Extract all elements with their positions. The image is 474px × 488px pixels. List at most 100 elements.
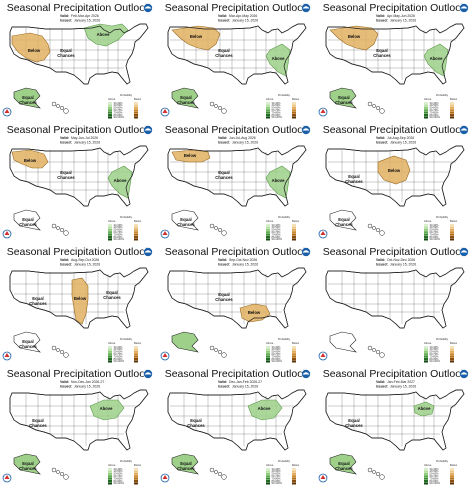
probability-legend: Probability Above Below 33-40%40-50%50-60%6… [108, 337, 141, 363]
svg-text:Below: Below [134, 219, 141, 223]
svg-text:50-60%: 50-60% [430, 472, 440, 476]
noaa-logo-icon [143, 247, 153, 257]
svg-text:50-60%: 50-60% [430, 350, 440, 354]
panel-title: Seasonal Precipitation Outlook [323, 124, 467, 136]
outlook-panel: Seasonal Precipitation Outlook Valid: May-… [0, 122, 157, 243]
equal-chances-label: Chances [29, 423, 47, 428]
state-boundaries [12, 149, 140, 202]
outlook-panel: Seasonal Precipitation Outlook Valid: Mar-… [158, 0, 315, 121]
alaska-outline [329, 87, 357, 109]
valid-period: Valid: Apr-May-Jun 2026 [376, 14, 415, 18]
nws-logo-icon [318, 473, 328, 483]
svg-text:Below: Below [134, 97, 141, 101]
svg-text:Below: Below [134, 463, 141, 467]
nws-logo-icon [160, 107, 170, 117]
hawaii-outline [367, 467, 385, 480]
area-label: Below [348, 34, 361, 39]
svg-text:Above: Above [108, 219, 116, 223]
svg-text:Probability: Probability [278, 215, 291, 219]
issued-date: Issued: January 15, 2026 [218, 19, 258, 23]
svg-text:70-80%: 70-80% [272, 232, 282, 236]
probability-legend: Probability Above Below 33-40%40-50%50-60%6… [424, 93, 457, 119]
outlook-panel: Seasonal Precipitation Outlook Valid: Apr-… [316, 0, 473, 121]
above-normal-area: Above [265, 43, 291, 77]
conus-outline [9, 389, 149, 451]
valid-period: Valid: May-Jun-Jul 2026 [60, 136, 98, 140]
equal-chances-label: Equal [348, 174, 359, 179]
above-normal-area: Above [413, 401, 435, 417]
svg-text:50-60%: 50-60% [114, 228, 124, 232]
equal-chances-label: Chances [335, 222, 353, 227]
equal-chances-label: Equal [338, 217, 349, 222]
svg-text:70-80%: 70-80% [114, 110, 124, 114]
noaa-logo-icon [301, 125, 311, 135]
hawaii-outline [367, 101, 385, 114]
alaska-outline [171, 87, 199, 109]
svg-text:70-80%: 70-80% [430, 232, 440, 236]
outlook-panel: Seasonal Precipitation Outlook Valid: Jul-… [316, 122, 473, 243]
nws-logo-icon [318, 229, 328, 239]
valid-period: Valid: Dec-Jan-Feb 2026-27 [218, 380, 262, 384]
conus-outline [325, 389, 465, 451]
svg-text:33-40%: 33-40% [430, 345, 440, 349]
issued-date: Issued: January 15, 2026 [376, 263, 416, 267]
svg-text:50-60%: 50-60% [430, 228, 440, 232]
svg-text:70-80%: 70-80% [114, 476, 124, 480]
noaa-logo-icon [459, 247, 469, 257]
issued-date: Issued: January 15, 2026 [376, 141, 416, 145]
svg-text:Probability: Probability [278, 93, 291, 97]
issued-date: Issued: January 15, 2026 [218, 263, 258, 267]
above-normal-area: Above [89, 399, 125, 421]
svg-text:Probability: Probability [120, 337, 133, 341]
panel-title: Seasonal Precipitation Outlook [7, 246, 151, 258]
svg-text:90-100%: 90-100% [114, 237, 125, 241]
valid-period: Valid: Mar-Apr-May 2026 [218, 14, 257, 18]
area-label: Below [24, 158, 37, 163]
equal-chances-label: Chances [57, 53, 75, 58]
equal-chances-label: Chances [187, 423, 205, 428]
svg-text:80-90%: 80-90% [114, 235, 124, 239]
equal-chances-label: Equal [22, 217, 33, 222]
nws-logo-icon [2, 107, 12, 117]
svg-text:60-70%: 60-70% [272, 108, 282, 112]
equal-chances-label: Chances [215, 175, 233, 180]
conus-outline [325, 267, 465, 329]
equal-chances-label: Equal [180, 95, 191, 100]
issued-date: Issued: January 15, 2026 [218, 141, 258, 145]
area-label: Below [190, 34, 203, 39]
svg-text:80-90%: 80-90% [430, 479, 440, 483]
hawaii-outline [209, 223, 227, 236]
area-label: Above [272, 178, 285, 183]
svg-text:50-60%: 50-60% [430, 106, 440, 110]
outlook-panel: Seasonal Precipitation Outlook Valid: Dec-… [158, 366, 315, 487]
panel-title: Seasonal Precipitation Outlook [323, 246, 467, 258]
panel-title: Seasonal Precipitation Outlook [165, 124, 309, 136]
valid-period: Valid: Oct-Nov-Dec 2026 [376, 258, 415, 262]
equal-chances-label: Equal [190, 418, 201, 423]
svg-text:80-90%: 80-90% [272, 357, 282, 361]
above-normal-area: Above [107, 165, 133, 199]
issued-date: Issued: January 15, 2026 [60, 141, 100, 145]
area-label: Below [28, 48, 41, 53]
area-label: Below [388, 168, 401, 173]
svg-text:60-70%: 60-70% [430, 108, 440, 112]
svg-text:40-50%: 40-50% [114, 347, 124, 351]
hawaii-outline [367, 223, 385, 236]
below-normal-area: Below [11, 149, 49, 169]
outlook-panel: Seasonal Precipitation Outlook Valid: Oct-… [316, 244, 473, 365]
probability-legend: Probability Above Below 33-40%40-50%50-60%6… [424, 337, 457, 363]
svg-text:80-90%: 80-90% [430, 357, 440, 361]
hawaii-outline [51, 101, 69, 114]
area-label: Below [74, 296, 87, 301]
svg-text:60-70%: 60-70% [114, 230, 124, 234]
noaa-logo-icon [143, 125, 153, 135]
svg-text:70-80%: 70-80% [430, 476, 440, 480]
svg-text:Above: Above [266, 463, 274, 467]
hawaii-outline [51, 345, 69, 358]
svg-text:Below: Below [450, 97, 457, 101]
